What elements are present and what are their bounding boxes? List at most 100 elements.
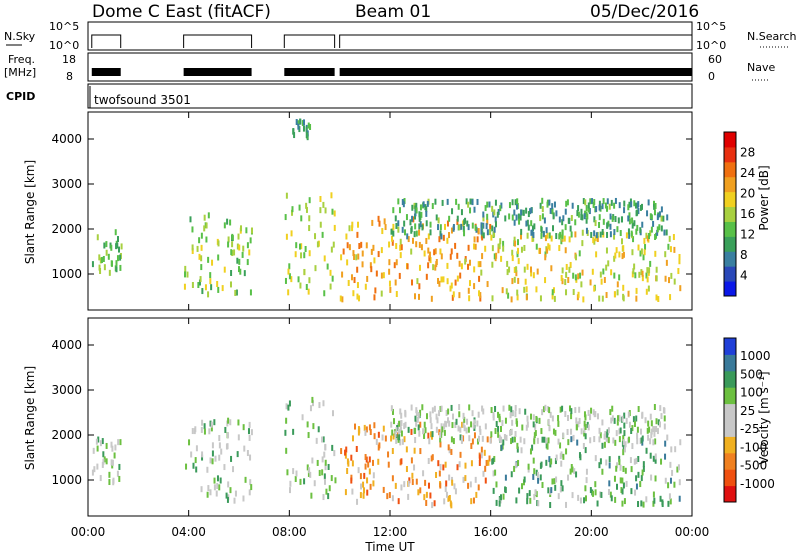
scatter-cell bbox=[508, 202, 511, 209]
scatter-cell bbox=[183, 283, 186, 290]
nsky-tick-high: 10^5 bbox=[49, 20, 79, 33]
scatter-cell bbox=[243, 445, 246, 452]
scatter-cell bbox=[608, 456, 611, 463]
scatter-cell bbox=[477, 484, 480, 491]
scatter-cell bbox=[571, 492, 574, 499]
scatter-cell bbox=[609, 223, 612, 230]
scatter-cell bbox=[649, 413, 652, 420]
scatter-cell bbox=[116, 236, 119, 243]
scatter-cell bbox=[633, 420, 636, 427]
scatter-cell bbox=[362, 492, 365, 499]
scatter-cell bbox=[413, 231, 416, 238]
scatter-cell bbox=[662, 407, 665, 414]
scatter-cell bbox=[551, 203, 554, 210]
scatter-cell bbox=[495, 420, 498, 427]
scatter-cell bbox=[561, 278, 564, 285]
scatter-cell bbox=[445, 480, 448, 487]
scatter-cell bbox=[101, 438, 104, 445]
scatter-cell bbox=[229, 419, 232, 426]
scatter-cell bbox=[506, 269, 509, 276]
scatter-cell bbox=[368, 468, 371, 475]
scatter-cell bbox=[498, 243, 501, 250]
scatter-cell bbox=[609, 213, 612, 220]
scatter-cell bbox=[605, 292, 608, 299]
scatter-cell bbox=[655, 426, 658, 433]
scatter-cell bbox=[235, 289, 238, 296]
scatter-cell bbox=[197, 282, 200, 289]
colorbar-segment bbox=[724, 436, 736, 454]
scatter-cell bbox=[558, 216, 561, 223]
scatter-cell bbox=[390, 421, 393, 428]
scatter-cell bbox=[217, 286, 220, 293]
scatter-cell bbox=[445, 491, 448, 498]
scatter-cell bbox=[246, 242, 249, 249]
scatter-cell bbox=[555, 454, 558, 461]
scatter-cell bbox=[437, 277, 440, 284]
scatter-cell bbox=[421, 224, 424, 231]
scatter-cell bbox=[361, 261, 364, 268]
scatter-cell bbox=[553, 201, 556, 208]
scatter-cell bbox=[653, 430, 656, 437]
scatter-cell bbox=[599, 491, 602, 498]
scatter-cell bbox=[347, 460, 350, 467]
scatter-cell bbox=[622, 435, 625, 442]
scatter-cell bbox=[479, 295, 482, 302]
scatter-cell bbox=[446, 262, 449, 269]
scatter-cell bbox=[494, 199, 497, 206]
scatter-cell bbox=[607, 489, 610, 496]
scatter-cell bbox=[618, 251, 621, 258]
scatter-cell bbox=[513, 266, 516, 273]
scatter-cell bbox=[501, 287, 504, 294]
scatter-cell bbox=[438, 410, 441, 417]
scatter-cell bbox=[247, 428, 250, 435]
scatter-cell bbox=[284, 214, 287, 221]
scatter-cell bbox=[482, 408, 485, 415]
scatter-cell bbox=[355, 445, 358, 452]
scatter-cell bbox=[113, 452, 116, 459]
scatter-cell bbox=[495, 481, 498, 488]
scatter-cell bbox=[350, 454, 353, 461]
scatter-cell bbox=[598, 214, 601, 221]
scatter-cell bbox=[536, 471, 539, 478]
scatter-cell bbox=[613, 233, 616, 240]
scatter-cell bbox=[211, 442, 214, 449]
scatter-cell bbox=[619, 230, 622, 237]
scatter-cell bbox=[666, 434, 669, 441]
scatter-cell bbox=[287, 404, 290, 411]
scatter-cell bbox=[633, 200, 636, 207]
scatter-cell bbox=[641, 411, 644, 418]
scatter-cell bbox=[631, 222, 634, 229]
scatter-cell bbox=[637, 501, 640, 508]
scatter-cell bbox=[505, 288, 508, 295]
scatter-cell bbox=[380, 272, 383, 279]
scatter-cell bbox=[484, 423, 487, 430]
scatter-cell bbox=[237, 434, 240, 441]
colorbar-segment bbox=[724, 338, 736, 355]
scatter-cell bbox=[390, 435, 393, 442]
scatter-cell bbox=[297, 123, 300, 130]
scatter-cell bbox=[218, 454, 221, 461]
scatter-cell bbox=[585, 204, 588, 211]
scatter-cell bbox=[250, 227, 253, 234]
scatter-cell bbox=[305, 284, 308, 291]
scatter-cell bbox=[227, 241, 230, 248]
scatter-cell bbox=[518, 487, 521, 494]
scatter-cell bbox=[482, 211, 485, 218]
scatter-cell bbox=[200, 255, 203, 262]
scatter-cell bbox=[207, 485, 210, 492]
freq-label-2: [MHz] bbox=[4, 66, 36, 79]
scatter-cell bbox=[366, 477, 369, 484]
scatter-cell bbox=[324, 444, 327, 451]
scatter-cell bbox=[570, 436, 573, 443]
scatter-cell bbox=[213, 419, 216, 426]
scatter-cell bbox=[516, 203, 519, 210]
scatter-cell bbox=[648, 267, 651, 274]
scatter-cell bbox=[649, 438, 652, 445]
scatter-cell bbox=[384, 224, 387, 231]
scatter-cell bbox=[444, 461, 447, 468]
scatter-cell bbox=[230, 269, 233, 276]
scatter-cell bbox=[622, 245, 625, 252]
colorbar-segment bbox=[724, 191, 736, 208]
scatter-cell bbox=[291, 209, 294, 216]
scatter-cell bbox=[516, 294, 519, 301]
